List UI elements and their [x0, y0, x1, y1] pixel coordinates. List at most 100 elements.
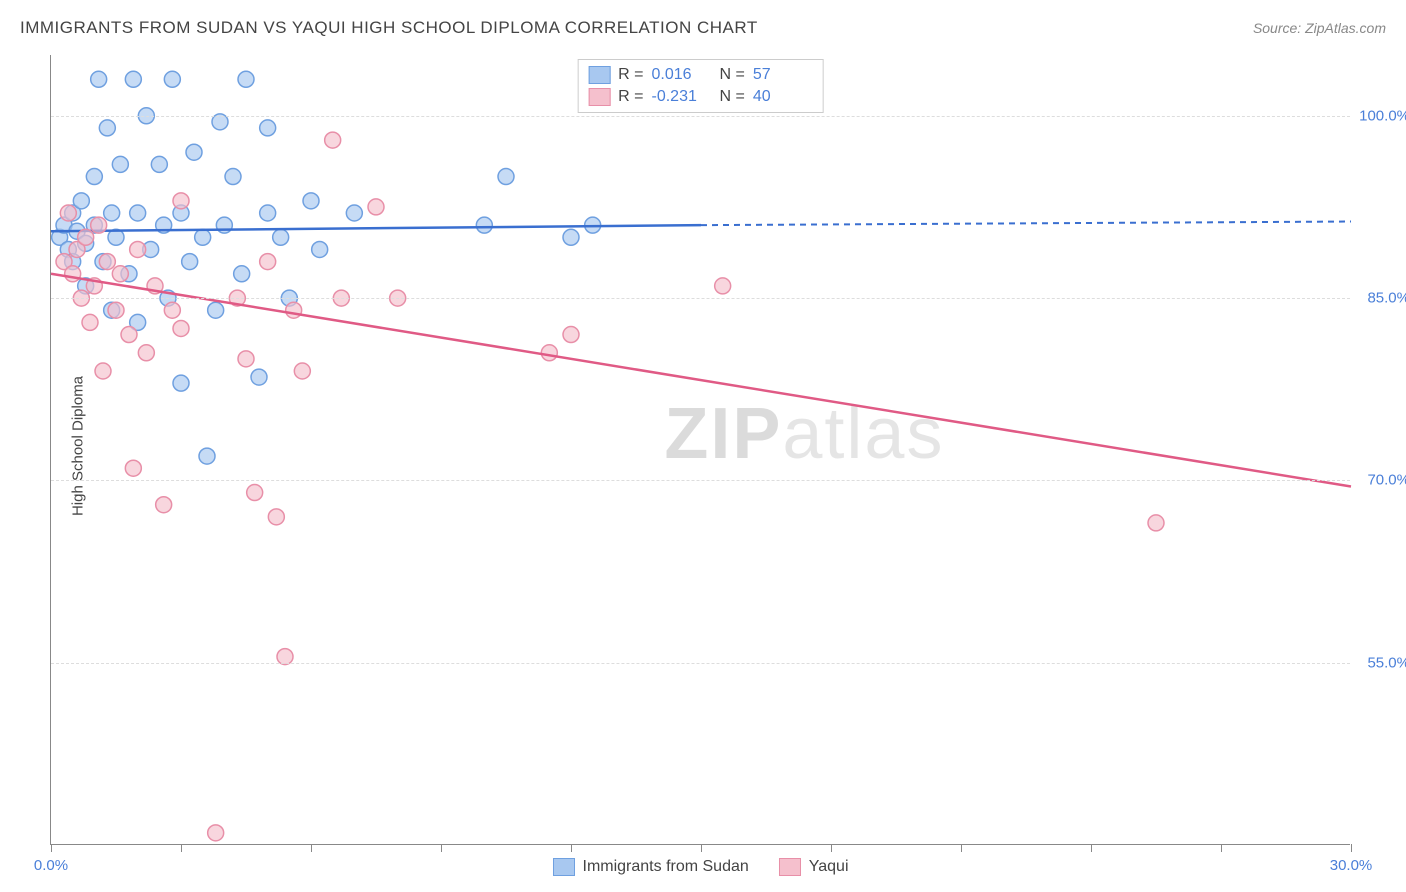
data-point [130, 205, 146, 221]
scatter-chart: ZIPatlas R =0.016N =57R =-0.231N =40 Imm… [50, 55, 1350, 845]
data-point [268, 509, 284, 525]
legend-swatch [552, 858, 574, 876]
data-point [78, 229, 94, 245]
data-point [325, 132, 341, 148]
source-attribution: Source: ZipAtlas.com [1253, 20, 1386, 36]
legend-n-label: N = [720, 66, 745, 84]
data-point [73, 193, 89, 209]
x-tick [571, 844, 572, 852]
data-point [125, 460, 141, 476]
data-point [138, 345, 154, 361]
legend-swatch [588, 88, 610, 106]
data-point [346, 205, 362, 221]
data-point [238, 71, 254, 87]
data-point [368, 199, 384, 215]
legend-r-value: -0.231 [652, 88, 712, 106]
data-point [476, 217, 492, 233]
data-point [715, 278, 731, 294]
x-tick [1221, 844, 1222, 852]
data-point [164, 71, 180, 87]
chart-title: IMMIGRANTS FROM SUDAN VS YAQUI HIGH SCHO… [20, 18, 758, 38]
legend-n-label: N = [720, 88, 745, 106]
data-point [247, 485, 263, 501]
x-tick [831, 844, 832, 852]
x-tick-label: 0.0% [34, 857, 68, 874]
data-point [112, 266, 128, 282]
data-point [130, 241, 146, 257]
y-tick-label: 85.0% [1355, 290, 1406, 307]
data-point [108, 302, 124, 318]
legend-n-value: 57 [753, 66, 813, 84]
data-point [86, 169, 102, 185]
data-point [1148, 515, 1164, 531]
data-point [312, 241, 328, 257]
y-tick-label: 70.0% [1355, 472, 1406, 489]
x-tick [51, 844, 52, 852]
data-point [173, 320, 189, 336]
data-point [294, 363, 310, 379]
legend-series-label: Immigrants from Sudan [582, 858, 748, 876]
legend-n-value: 40 [753, 88, 813, 106]
x-tick [961, 844, 962, 852]
y-tick-label: 100.0% [1355, 107, 1406, 124]
x-tick [441, 844, 442, 852]
x-tick [311, 844, 312, 852]
data-point [186, 144, 202, 160]
x-tick [181, 844, 182, 852]
gridline [51, 480, 1350, 481]
data-point [498, 169, 514, 185]
data-point [91, 71, 107, 87]
data-point [541, 345, 557, 361]
data-point [60, 205, 76, 221]
legend-series-label: Yaqui [809, 858, 849, 876]
data-point [273, 229, 289, 245]
gridline [51, 298, 1350, 299]
x-tick [1091, 844, 1092, 852]
data-point [260, 120, 276, 136]
data-point [260, 205, 276, 221]
data-point [563, 229, 579, 245]
data-point [173, 193, 189, 209]
data-point [164, 302, 180, 318]
data-point [99, 254, 115, 270]
series-legend: Immigrants from Sudan Yaqui [552, 858, 848, 876]
data-point [303, 193, 319, 209]
legend-correlation-row: R = 0.016 N = 57 [588, 64, 813, 86]
data-point [225, 169, 241, 185]
data-point [151, 156, 167, 172]
data-point [208, 825, 224, 841]
data-point [173, 375, 189, 391]
regression-line [51, 225, 701, 231]
data-point [251, 369, 267, 385]
correlation-legend: R = 0.016 N = 57 R = -0.231 N = 40 [577, 59, 824, 113]
legend-swatch [588, 66, 610, 84]
legend-r-label: R = [618, 66, 643, 84]
data-point [91, 217, 107, 233]
x-tick [1351, 844, 1352, 852]
data-point [195, 229, 211, 245]
data-point [95, 363, 111, 379]
legend-swatch [779, 858, 801, 876]
legend-series-item: Yaqui [779, 858, 849, 876]
data-point [234, 266, 250, 282]
data-point [286, 302, 302, 318]
y-tick-label: 55.0% [1355, 654, 1406, 671]
data-point [104, 205, 120, 221]
data-point [238, 351, 254, 367]
data-point [208, 302, 224, 318]
x-tick [701, 844, 702, 852]
regression-line [51, 274, 1351, 487]
data-point [125, 71, 141, 87]
data-point [82, 314, 98, 330]
legend-r-value: 0.016 [652, 66, 712, 84]
data-point [260, 254, 276, 270]
data-point [156, 497, 172, 513]
plot-svg [51, 55, 1350, 844]
data-point [121, 327, 137, 343]
data-point [199, 448, 215, 464]
legend-r-label: R = [618, 88, 643, 106]
legend-series-item: Immigrants from Sudan [552, 858, 748, 876]
regression-extrapolation [701, 222, 1351, 226]
gridline [51, 116, 1350, 117]
data-point [112, 156, 128, 172]
